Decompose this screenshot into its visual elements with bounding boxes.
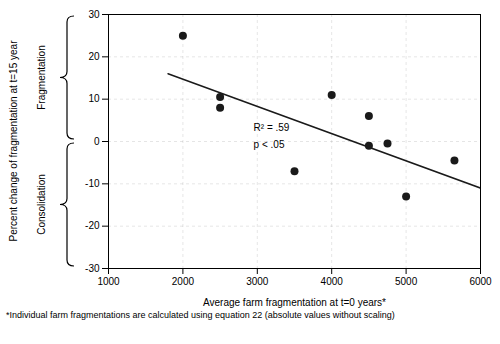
svg-text:Consolidation: Consolidation <box>36 174 47 235</box>
svg-text:-10: -10 <box>85 178 100 189</box>
svg-text:Average farm fragmentation at: Average farm fragmentation at t=0 years* <box>203 297 386 308</box>
svg-text:Percent change of fragmentatio: Percent change of fragmentation at t=15 … <box>8 40 19 242</box>
svg-text:R² = .59: R² = .59 <box>254 122 290 133</box>
svg-text:10: 10 <box>88 93 100 104</box>
svg-text:1000: 1000 <box>97 276 120 287</box>
svg-text:Fragmentation: Fragmentation <box>36 45 47 109</box>
svg-text:-30: -30 <box>85 263 100 274</box>
html-text:*Individual farm fragmentation: *Individual farm fragmentations are calc… <box>6 310 395 320</box>
svg-text:30: 30 <box>88 9 100 20</box>
svg-text:3000: 3000 <box>246 276 269 287</box>
svg-text:20: 20 <box>88 51 100 62</box>
svg-text:5000: 5000 <box>395 276 418 287</box>
svg-text:4000: 4000 <box>321 276 344 287</box>
svg-text:p < .05: p < .05 <box>254 139 285 150</box>
svg-text:6000: 6000 <box>469 276 492 287</box>
svg-text:-20: -20 <box>85 220 100 231</box>
svg-text:0: 0 <box>94 136 100 147</box>
svg-text:2000: 2000 <box>172 276 195 287</box>
